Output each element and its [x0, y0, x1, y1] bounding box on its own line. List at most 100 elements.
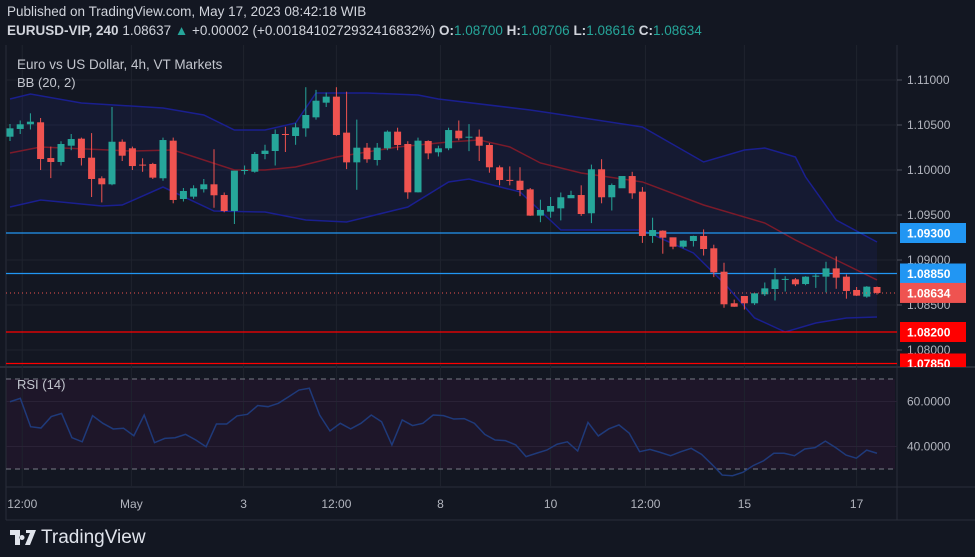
- candle-body: [200, 184, 208, 190]
- candle: [557, 192, 565, 221]
- candle-body: [281, 134, 289, 135]
- candle-body: [118, 141, 126, 156]
- price-change: +0.00002 (+0.0018410272932416832%): [192, 23, 436, 38]
- tradingview-logo[interactable]: TradingView: [10, 527, 146, 549]
- candle-body: [526, 189, 534, 216]
- candle: [700, 229, 708, 256]
- candle-body: [485, 144, 493, 168]
- candle-body: [475, 136, 483, 146]
- price-tag-label: 1.08634: [907, 286, 951, 300]
- candle-body: [394, 131, 402, 145]
- candle-body: [598, 169, 606, 198]
- candle-body: [791, 279, 799, 285]
- candle-body: [853, 289, 861, 296]
- candle-body: [128, 148, 136, 167]
- candle: [669, 237, 677, 250]
- candle: [353, 119, 361, 190]
- candle: [812, 273, 820, 288]
- candle-body: [700, 235, 708, 250]
- candle-body: [587, 169, 595, 214]
- price-tag-bg: [900, 263, 966, 284]
- candle-body: [332, 96, 340, 135]
- candle: [791, 278, 799, 287]
- candle-body: [77, 138, 85, 159]
- price-pane: [6, 45, 895, 367]
- candle: [842, 274, 850, 299]
- candle-body: [251, 153, 259, 172]
- candle: [516, 167, 524, 197]
- candle-body: [445, 130, 453, 149]
- candle-body: [230, 170, 238, 212]
- candle-body: [37, 122, 45, 160]
- candle: [781, 276, 789, 292]
- price-tag: 1.08850: [900, 263, 966, 284]
- candle-body: [740, 296, 748, 304]
- last-price: 1.08637: [122, 23, 172, 38]
- price-tag: 1.08634: [900, 282, 966, 303]
- candle-body: [149, 163, 157, 178]
- candle: [863, 286, 871, 298]
- candle: [455, 120, 463, 141]
- candle: [363, 143, 371, 163]
- bb-legend[interactable]: BB (20, 2): [17, 75, 76, 90]
- candle-body: [292, 127, 300, 136]
- candle-body: [812, 275, 820, 277]
- candle: [230, 170, 238, 224]
- candle: [67, 134, 75, 151]
- candle-body: [842, 276, 850, 291]
- time-tick-label: 17: [850, 497, 864, 511]
- time-tick-label: 10: [544, 497, 558, 511]
- candle: [536, 199, 544, 223]
- published-info: Published on TradingView.com, May 17, 20…: [7, 4, 367, 19]
- candle-body: [67, 139, 75, 146]
- symbol-name[interactable]: EURUSD-VIP, 240: [7, 23, 119, 38]
- candle: [547, 197, 555, 218]
- candle: [587, 164, 595, 224]
- candle: [383, 130, 391, 151]
- low-value: 1.08616: [586, 23, 635, 38]
- symbol-info-bar: EURUSD-VIP, 240 1.08637 ▲ +0.00002 (+0.0…: [7, 23, 702, 38]
- candle: [292, 123, 300, 145]
- time-tick-label: 15: [738, 497, 752, 511]
- time-tick-label: 12:00: [321, 497, 351, 511]
- candle: [332, 87, 340, 136]
- candle-body: [781, 278, 789, 280]
- candle-body: [771, 279, 779, 289]
- chart-title: Euro vs US Dollar, 4h, VT Markets: [17, 57, 223, 72]
- candle-body: [577, 195, 585, 215]
- time-tick-label: 8: [437, 497, 444, 511]
- candle: [210, 149, 218, 208]
- candle-body: [6, 128, 14, 137]
- candle: [404, 141, 412, 199]
- bb-basis-line: [9, 139, 878, 281]
- open-value: 1.08700: [454, 23, 503, 38]
- candle: [16, 120, 24, 134]
- candle-body: [404, 143, 412, 193]
- candle-body: [567, 195, 575, 199]
- candle: [679, 240, 687, 249]
- candle-body: [434, 148, 442, 153]
- candle: [108, 107, 116, 186]
- candle: [281, 126, 289, 152]
- candle-body: [679, 240, 687, 247]
- rsi-tick-label: 60.0000: [907, 395, 951, 409]
- candle-body: [98, 178, 106, 185]
- candle-body: [761, 288, 769, 295]
- bb-upper-line: [9, 92, 878, 243]
- candle: [57, 141, 65, 166]
- candle-body: [557, 197, 565, 209]
- candle: [6, 124, 14, 142]
- candle: [312, 89, 320, 120]
- candle-body: [312, 100, 320, 118]
- candle: [628, 171, 636, 199]
- candle: [822, 261, 830, 293]
- candle: [302, 87, 310, 137]
- candle: [802, 276, 810, 286]
- candle: [496, 165, 504, 186]
- candle: [343, 91, 351, 170]
- price-tag-label: 1.08200: [907, 326, 951, 340]
- candle-body: [57, 143, 65, 162]
- rsi-legend[interactable]: RSI (14): [17, 377, 66, 392]
- candle-body: [241, 170, 249, 171]
